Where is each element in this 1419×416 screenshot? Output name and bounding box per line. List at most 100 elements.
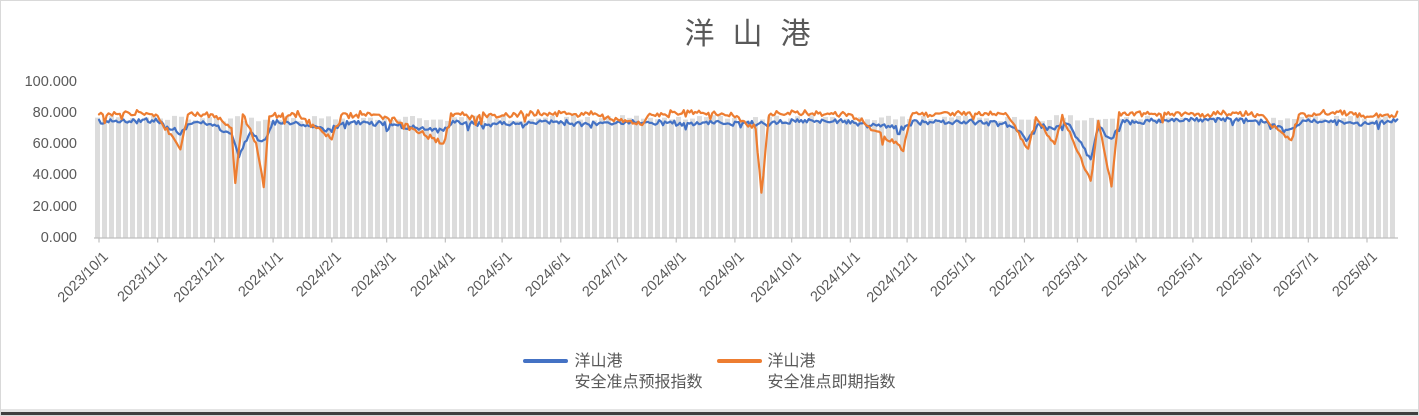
background-bar <box>452 117 457 238</box>
background-bar <box>865 119 870 238</box>
background-bar <box>802 120 807 238</box>
background-bar <box>907 118 912 238</box>
background-bar <box>606 116 611 238</box>
background-bar <box>1201 119 1206 238</box>
background-bar <box>788 118 793 238</box>
legend-label-forecast: 洋山港 安全准点预报指数 <box>574 351 702 393</box>
background-bar <box>774 115 779 238</box>
y-axis-label: 0.000 <box>40 230 77 246</box>
background-bar <box>144 117 149 238</box>
background-bar <box>396 119 401 238</box>
background-bar <box>620 115 625 238</box>
background-bar <box>949 117 954 238</box>
background-bar <box>718 115 723 238</box>
background-bar <box>424 120 429 238</box>
background-bar <box>172 115 177 238</box>
background-bar <box>1369 120 1374 238</box>
legend-label-line: 安全准点预报指数 <box>574 374 703 391</box>
background-bar <box>942 116 947 238</box>
background-bar <box>151 115 156 238</box>
background-bar <box>1320 118 1325 238</box>
background-bar <box>550 115 555 238</box>
background-bar <box>970 120 975 238</box>
background-bar <box>1306 115 1311 238</box>
background-bar <box>1012 116 1017 238</box>
legend-entry-spot[interactable]: 洋山港 安全准点即期指数 <box>716 351 896 393</box>
background-bar <box>592 120 597 238</box>
y-axis-label: 20.000 <box>32 198 77 215</box>
background-bar <box>431 119 436 238</box>
background-bar <box>1250 120 1255 238</box>
background-bar <box>417 118 422 238</box>
background-bar <box>1222 120 1227 238</box>
background-bar <box>690 118 695 238</box>
background-bar <box>200 118 205 238</box>
background-bar <box>473 115 478 238</box>
background-bar <box>193 120 198 238</box>
background-bar <box>1390 120 1395 238</box>
background-bar <box>123 120 128 238</box>
background-bar <box>109 116 114 238</box>
legend-label-line: 洋山港 <box>574 353 623 370</box>
background-bar <box>599 118 604 238</box>
background-bar <box>368 117 373 238</box>
background-bar <box>858 117 863 238</box>
background-bar <box>1124 117 1129 238</box>
background-bar <box>935 121 940 238</box>
background-bar <box>704 117 709 238</box>
background-bar <box>1376 117 1381 238</box>
background-bar <box>809 115 814 238</box>
background-bar <box>1257 119 1262 238</box>
background-bar <box>1138 119 1143 238</box>
background-bar <box>627 117 632 238</box>
background-bar <box>235 116 240 238</box>
background-bar <box>102 118 107 238</box>
background-bar <box>1208 119 1213 238</box>
y-axis-label: 40.000 <box>32 167 77 184</box>
background-bar <box>1173 117 1178 238</box>
background-bar <box>1033 119 1038 238</box>
background-bar <box>1285 118 1290 238</box>
background-bar <box>851 120 856 238</box>
chart-title: 洋山港 <box>684 18 829 51</box>
background-bar <box>487 115 492 238</box>
background-bar <box>641 118 646 238</box>
background-bar <box>578 119 583 238</box>
legend-label-spot: 洋山港 安全准点即期指数 <box>768 351 896 393</box>
background-bar <box>1026 119 1031 238</box>
legend-label-line: 洋山港 <box>767 353 816 370</box>
background-bar <box>872 120 877 238</box>
background-bar <box>676 116 681 238</box>
background-bar <box>984 118 989 238</box>
background-bar <box>536 118 541 238</box>
background-bar <box>1355 115 1360 238</box>
background-bar <box>1215 117 1220 238</box>
background-bar <box>557 120 562 238</box>
background-bar <box>1082 120 1087 238</box>
background-bar <box>284 116 289 238</box>
background-bar <box>242 121 247 238</box>
background-bar <box>179 116 184 238</box>
background-bar <box>879 117 884 238</box>
background-bar <box>1075 120 1080 238</box>
background-bar <box>1341 118 1346 238</box>
background-bar <box>1103 118 1108 238</box>
legend-swatch-forecast <box>523 359 569 363</box>
spot-index-line <box>97 108 1399 194</box>
legend: 洋山港 安全准点预报指数 洋山港 安全准点即期指数 <box>1 351 1418 393</box>
background-bar <box>914 120 919 238</box>
background-bar <box>956 115 961 238</box>
legend-entry-forecast[interactable]: 洋山港 安全准点预报指数 <box>523 351 703 393</box>
background-bar <box>333 119 338 238</box>
background-bar <box>137 119 142 238</box>
background-bar <box>746 120 751 238</box>
background-bar <box>1096 119 1101 238</box>
background-bar <box>529 119 534 238</box>
background-bar <box>1187 119 1192 238</box>
background-bar <box>613 120 618 238</box>
background-bar <box>1145 115 1150 238</box>
background-bar <box>564 116 569 238</box>
background-bar <box>228 118 233 238</box>
background-bar <box>1019 119 1024 238</box>
